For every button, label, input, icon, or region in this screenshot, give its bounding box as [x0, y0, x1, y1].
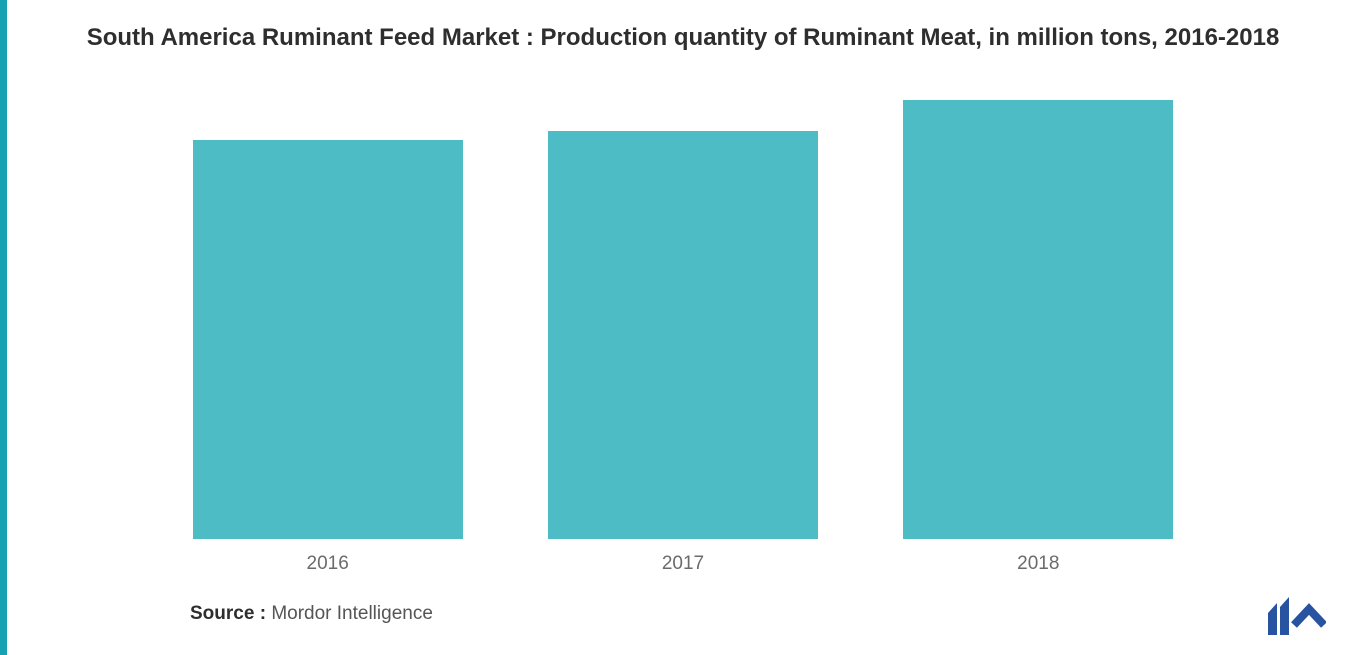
bars-container [150, 100, 1216, 539]
bar-2017 [548, 131, 818, 539]
bar-slot [861, 100, 1216, 539]
x-label: 2016 [150, 553, 505, 575]
source-value: Mordor Intelligence [271, 603, 433, 624]
bar-slot [505, 100, 860, 539]
chart-title: South America Ruminant Feed Market : Pro… [60, 22, 1306, 54]
x-axis-labels: 2016 2017 2018 [150, 553, 1216, 575]
brand-logo-icon [1266, 595, 1326, 635]
logo-chevron-icon [1294, 609, 1324, 625]
accent-bar [0, 0, 7, 655]
bar-2016 [193, 140, 463, 539]
bar-slot [150, 100, 505, 539]
x-label: 2018 [861, 553, 1216, 575]
x-label: 2017 [505, 553, 860, 575]
bar-2018 [903, 100, 1173, 539]
source-label: Source : [190, 603, 266, 624]
logo-bars-icon [1268, 597, 1289, 635]
source-attribution: Source : Mordor Intelligence [190, 603, 433, 625]
chart-area [150, 100, 1216, 540]
